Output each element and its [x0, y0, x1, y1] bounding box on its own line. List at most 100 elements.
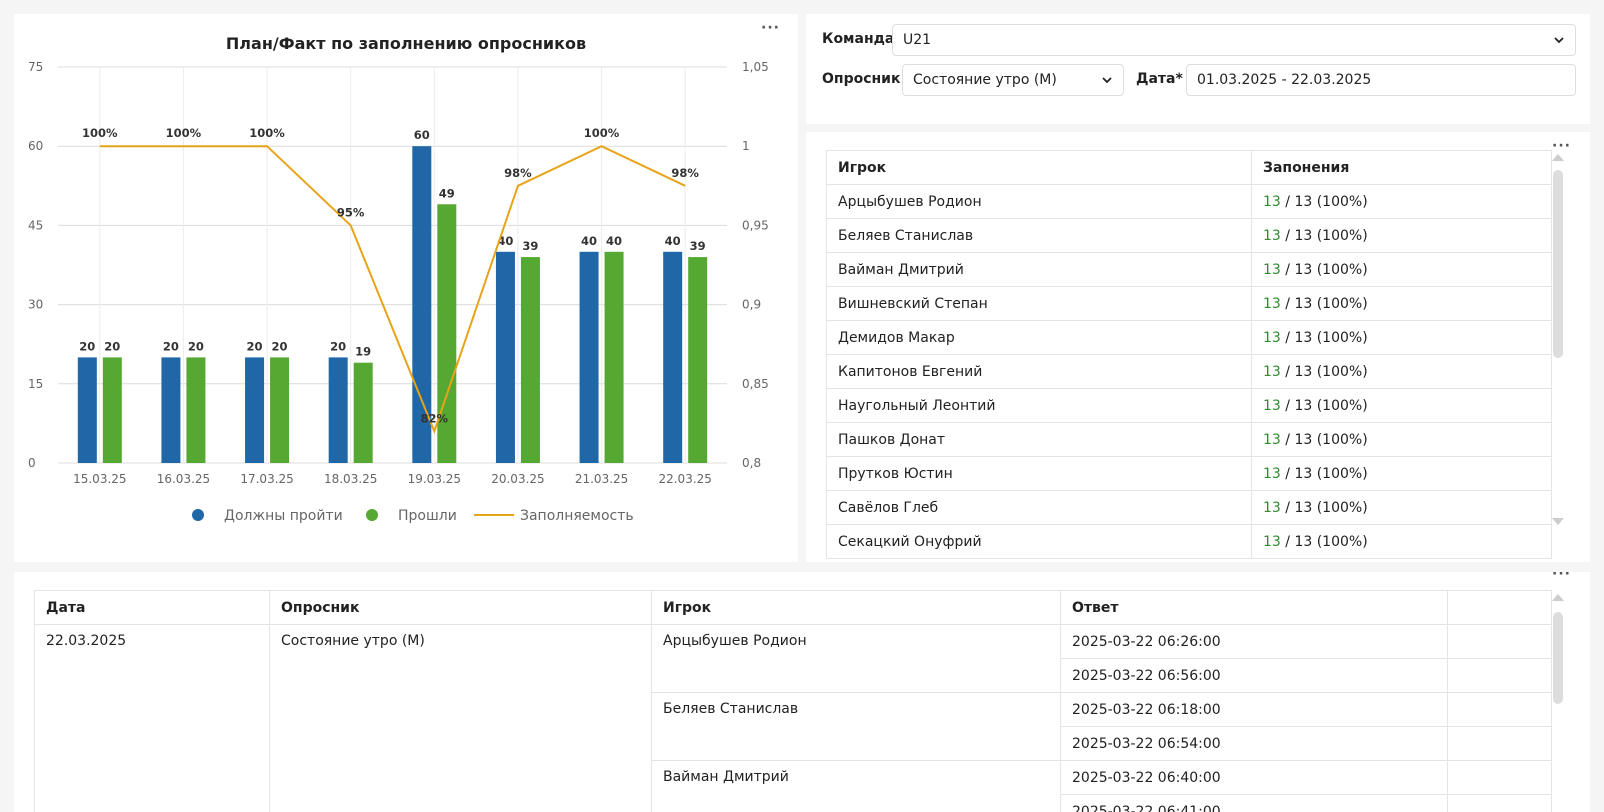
answers-scrollbar-thumb[interactable]	[1553, 612, 1563, 704]
bar-value-label: 39	[522, 239, 538, 253]
x-tick-label: 21.03.25	[575, 472, 628, 486]
y-right-tick-label: 1,05	[742, 60, 769, 74]
answer-date: 22.03.2025	[35, 625, 270, 812]
fill-total: / 13 (100%)	[1285, 296, 1367, 312]
scroll-down-arrow[interactable]	[1552, 518, 1564, 525]
legend-marker-fact	[366, 509, 378, 521]
fill-done-count: 13	[1263, 432, 1281, 448]
x-tick-label: 22.03.25	[658, 472, 711, 486]
bar-value-label: 40	[606, 234, 622, 248]
column-header-player[interactable]: Игрок	[827, 151, 1252, 185]
y-right-tick-label: 0,8	[742, 456, 761, 470]
fill-stat: 13 / 13 (100%)	[1252, 355, 1552, 389]
fill-total: / 13 (100%)	[1285, 228, 1367, 244]
y-right-tick-label: 0,95	[742, 218, 769, 232]
y-left-tick-label: 15	[28, 377, 43, 391]
bar-plan	[496, 252, 515, 463]
player-name: Пашков Донат	[827, 423, 1252, 457]
bar-fact	[605, 252, 624, 463]
answer-player: Беляев Станислав	[652, 693, 1061, 761]
line-value-label: 98%	[671, 166, 699, 180]
fill-stat: 13 / 13 (100%)	[1252, 321, 1552, 355]
x-tick-label: 19.03.25	[408, 472, 461, 486]
fill-done-count: 13	[1263, 262, 1281, 278]
team-select[interactable]: U21	[892, 24, 1576, 56]
answer-time: 2025-03-22 06:41:00	[1061, 795, 1448, 812]
bar-value-label: 20	[247, 339, 263, 353]
bar-plan	[245, 357, 264, 463]
team-select-value: U21	[903, 32, 931, 48]
filter-panel: Команда U21 Опросник Состояние утро (М) …	[806, 14, 1590, 124]
answers-menu-icon[interactable]: ···	[1552, 572, 1571, 582]
bar-value-label: 20	[79, 339, 95, 353]
column-header-fills[interactable]: Запонения	[1252, 151, 1552, 185]
bar-plan	[161, 357, 180, 463]
date-range-input[interactable]: 01.03.2025 - 22.03.2025	[1186, 64, 1576, 96]
players-scrollbar-thumb[interactable]	[1553, 170, 1563, 358]
column-header-player[interactable]: Игрок	[652, 591, 1061, 625]
y-right-tick-label: 1	[742, 139, 750, 153]
bar-value-label: 39	[690, 239, 706, 253]
column-header-survey[interactable]: Опросник	[270, 591, 652, 625]
fill-stat: 13 / 13 (100%)	[1252, 491, 1552, 525]
player-name: Вайман Дмитрий	[827, 253, 1252, 287]
line-value-label: 98%	[504, 166, 532, 180]
fill-done-count: 13	[1263, 194, 1281, 210]
column-header-answer[interactable]: Ответ	[1061, 591, 1448, 625]
date-label: Дата*	[1136, 71, 1183, 87]
scroll-up-arrow[interactable]	[1552, 154, 1564, 161]
answer-extra-cell	[1448, 625, 1552, 659]
column-header-date[interactable]: Дата	[35, 591, 270, 625]
fill-done-count: 13	[1263, 364, 1281, 380]
survey-label: Опросник	[822, 71, 901, 87]
answer-time: 2025-03-22 06:40:00	[1061, 761, 1448, 795]
x-tick-label: 20.03.25	[491, 472, 544, 486]
answer-player: Вайман Дмитрий	[652, 761, 1061, 812]
line-value-label: 100%	[82, 126, 118, 140]
fill-total: / 13 (100%)	[1285, 330, 1367, 346]
answer-survey: Состояние утро (М)	[270, 625, 652, 812]
players-menu-icon[interactable]: ···	[1552, 138, 1571, 154]
fill-total: / 13 (100%)	[1285, 398, 1367, 414]
fill-total: / 13 (100%)	[1285, 364, 1367, 380]
fill-total: / 13 (100%)	[1285, 534, 1367, 550]
x-tick-label: 18.03.25	[324, 472, 377, 486]
player-name: Беляев Станислав	[827, 219, 1252, 253]
legend-label-plan: Должны пройти	[224, 508, 343, 524]
scroll-up-arrow[interactable]	[1552, 594, 1564, 601]
y-right-tick-label: 0,9	[742, 298, 761, 312]
answer-extra-cell	[1448, 659, 1552, 693]
bar-plan	[663, 252, 682, 463]
legend-label-fill-rate: Заполняемость	[520, 508, 634, 524]
fill-stat: 13 / 13 (100%)	[1252, 287, 1552, 321]
x-tick-label: 17.03.25	[240, 472, 293, 486]
fill-stat: 13 / 13 (100%)	[1252, 423, 1552, 457]
answer-extra-cell	[1448, 761, 1552, 795]
survey-select-value: Состояние утро (М)	[913, 72, 1057, 88]
y-left-tick-label: 60	[28, 139, 43, 153]
bar-fact	[521, 257, 540, 463]
fill-total: / 13 (100%)	[1285, 194, 1367, 210]
fill-done-count: 13	[1263, 466, 1281, 482]
player-name: Демидов Макар	[827, 321, 1252, 355]
bar-value-label: 49	[439, 186, 455, 200]
chevron-down-icon	[1101, 74, 1113, 86]
fill-stat: 13 / 13 (100%)	[1252, 185, 1552, 219]
bar-fact	[354, 363, 373, 463]
survey-select[interactable]: Состояние утро (М)	[902, 64, 1124, 96]
fill-total: / 13 (100%)	[1285, 432, 1367, 448]
